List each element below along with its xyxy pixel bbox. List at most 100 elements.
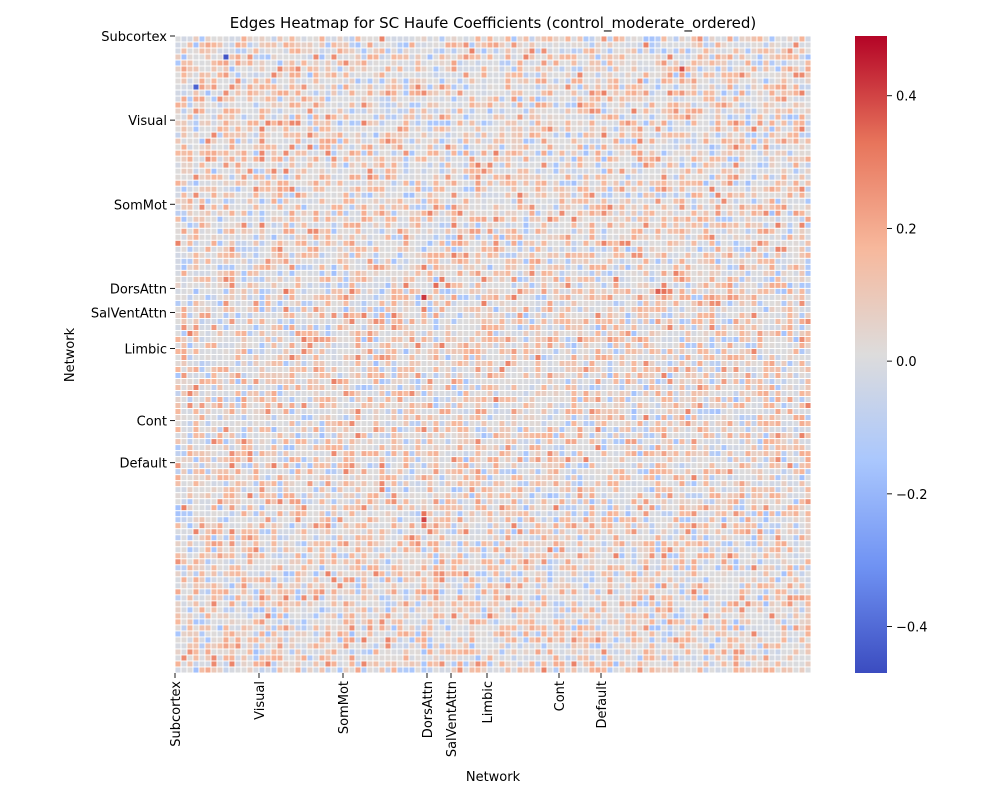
heatmap-cell	[636, 203, 644, 211]
heatmap-cell	[240, 311, 248, 319]
heatmap-cell	[504, 95, 512, 103]
heatmap-cell	[708, 143, 716, 151]
heatmap-cell	[516, 41, 524, 49]
heatmap-cell	[738, 221, 746, 229]
heatmap-cell	[726, 233, 734, 241]
heatmap-cell	[516, 119, 524, 127]
heatmap-cell	[690, 305, 698, 313]
heatmap-cell	[258, 179, 266, 187]
heatmap-cell	[438, 185, 446, 193]
heatmap-cell	[330, 197, 338, 205]
heatmap-cell	[552, 203, 560, 211]
heatmap-cell	[702, 47, 710, 55]
heatmap-cell	[522, 143, 530, 151]
heatmap-cell	[642, 83, 650, 91]
heatmap-cell	[258, 59, 266, 67]
heatmap-cell	[516, 95, 524, 103]
heatmap-cell	[432, 179, 440, 187]
heatmap-cell	[264, 53, 272, 61]
heatmap-cell	[558, 149, 566, 157]
heatmap-cell	[276, 311, 284, 319]
heatmap-cell	[216, 191, 224, 199]
heatmap-cell	[276, 155, 284, 163]
heatmap-cell	[786, 59, 794, 67]
heatmap-cell	[438, 155, 446, 163]
heatmap-cell	[636, 155, 644, 163]
heatmap-cell	[438, 77, 446, 85]
heatmap-cell	[378, 167, 386, 175]
heatmap-cell	[366, 257, 374, 265]
heatmap-cell	[714, 299, 722, 307]
heatmap-cell	[486, 203, 494, 211]
heatmap-cell	[426, 305, 434, 313]
heatmap-cell	[690, 191, 698, 199]
heatmap-cell	[270, 287, 278, 295]
heatmap-cell	[774, 137, 782, 145]
heatmap-cell	[798, 95, 806, 103]
heatmap-cell	[582, 83, 590, 91]
heatmap-cell	[558, 53, 566, 61]
heatmap-cell	[690, 65, 698, 73]
heatmap-cell	[702, 173, 710, 181]
heatmap-cell	[564, 107, 572, 115]
heatmap-cell	[264, 185, 272, 193]
heatmap-cell	[468, 275, 476, 283]
heatmap-cell	[336, 113, 344, 121]
heatmap-cell	[792, 299, 800, 307]
heatmap-cell	[474, 59, 482, 67]
heatmap-cell	[768, 275, 776, 283]
heatmap-cell	[612, 293, 620, 301]
heatmap-cell	[726, 281, 734, 289]
heatmap-cell	[306, 119, 314, 127]
heatmap-cell	[438, 47, 446, 55]
heatmap-cell	[714, 119, 722, 127]
heatmap-cell	[756, 137, 764, 145]
heatmap-cell	[318, 71, 326, 79]
heatmap-cell	[216, 209, 224, 217]
heatmap-cell	[696, 305, 704, 313]
heatmap-cell	[672, 101, 680, 109]
heatmap-cell	[456, 107, 464, 115]
heatmap-cell	[576, 107, 584, 115]
heatmap-cell	[408, 299, 416, 307]
heatmap-cell	[600, 131, 608, 139]
heatmap-cell	[756, 77, 764, 85]
heatmap-cell	[630, 251, 638, 259]
heatmap-cell	[420, 263, 428, 271]
heatmap-cell	[582, 53, 590, 61]
heatmap-cell	[726, 191, 734, 199]
heatmap-cell	[288, 227, 296, 235]
heatmap-cell	[588, 77, 596, 85]
heatmap-cell	[588, 311, 596, 319]
heatmap-cell	[228, 113, 236, 121]
heatmap-cell	[390, 287, 398, 295]
heatmap-cell	[594, 275, 602, 283]
heatmap-cell	[534, 101, 542, 109]
heatmap-cell	[732, 269, 740, 277]
heatmap-cell	[678, 113, 686, 121]
heatmap-cell	[240, 95, 248, 103]
heatmap-cell	[606, 251, 614, 259]
heatmap-cell	[756, 47, 764, 55]
heatmap-cell	[234, 305, 242, 313]
heatmap-cell	[534, 77, 542, 85]
heatmap-cell	[648, 191, 656, 199]
heatmap-cell	[210, 155, 218, 163]
heatmap-cell	[702, 239, 710, 247]
heatmap-cell	[246, 35, 254, 43]
heatmap-cell	[198, 179, 206, 187]
heatmap-cell	[270, 65, 278, 73]
heatmap-cell	[642, 41, 650, 49]
heatmap-cell	[738, 95, 746, 103]
heatmap-cell	[240, 119, 248, 127]
heatmap-cell	[384, 41, 392, 49]
heatmap-cell	[270, 275, 278, 283]
heatmap-cell	[210, 173, 218, 181]
heatmap-cell	[636, 167, 644, 175]
heatmap-cell	[258, 125, 266, 133]
heatmap-cell	[258, 263, 266, 271]
heatmap-cell	[300, 263, 308, 271]
heatmap-cell	[420, 299, 428, 307]
heatmap-cell	[318, 113, 326, 121]
heatmap-cell	[708, 113, 716, 121]
